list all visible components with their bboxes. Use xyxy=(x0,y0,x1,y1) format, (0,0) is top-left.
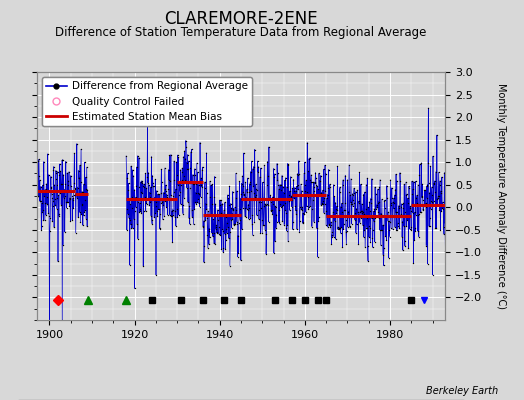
Text: CLAREMORE-2ENE: CLAREMORE-2ENE xyxy=(164,10,318,28)
Text: Berkeley Earth: Berkeley Earth xyxy=(425,386,498,396)
Y-axis label: Monthly Temperature Anomaly Difference (°C): Monthly Temperature Anomaly Difference (… xyxy=(496,83,506,309)
Text: Difference of Station Temperature Data from Regional Average: Difference of Station Temperature Data f… xyxy=(56,26,427,39)
